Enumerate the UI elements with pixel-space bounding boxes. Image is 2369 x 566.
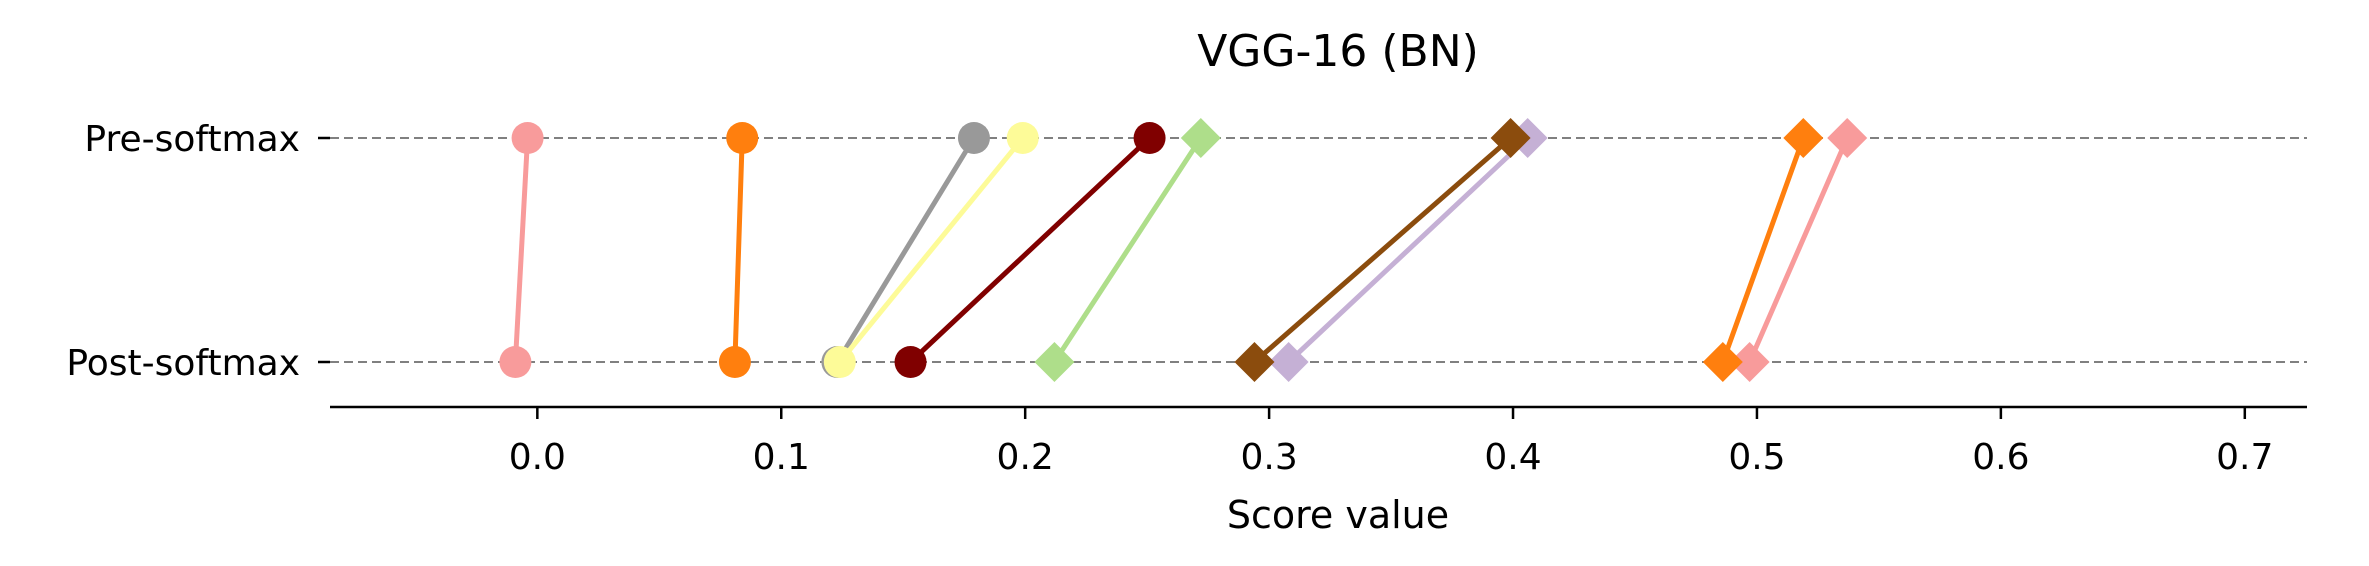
- data-point: [1268, 342, 1309, 382]
- series-line: [1251, 135, 1514, 365]
- data-point: [1133, 122, 1166, 154]
- data-point: [1006, 122, 1039, 154]
- data-point: [1234, 342, 1275, 382]
- data-point: [1490, 118, 1531, 158]
- y-tick-label: Pre-softmax: [84, 119, 300, 160]
- series-7: [1268, 118, 1548, 382]
- data-point: [718, 346, 751, 378]
- data-point: [1783, 118, 1824, 158]
- series-line: [732, 135, 745, 365]
- series-line: [1051, 135, 1204, 365]
- data-point: [1034, 342, 1075, 382]
- series-1: [499, 122, 544, 378]
- series-6: [1034, 118, 1221, 382]
- series-3: [821, 122, 990, 378]
- series-4: [823, 122, 1039, 378]
- data-point: [1827, 118, 1868, 158]
- data-point: [1729, 342, 1770, 382]
- gridlines: [330, 137, 2307, 363]
- x-tick-label: 0.3: [1240, 437, 1297, 478]
- data-point: [511, 122, 544, 154]
- x-tick-label: 0.0: [509, 437, 566, 478]
- series-9: [1729, 118, 1868, 382]
- x-tick-label: 0.1: [753, 437, 810, 478]
- series-5: [894, 122, 1166, 378]
- series-line: [512, 135, 531, 365]
- x-tick-label: 0.5: [1728, 437, 1785, 478]
- x-tick-label: 0.4: [1484, 437, 1541, 478]
- series-line: [1286, 135, 1531, 365]
- series-line: [837, 135, 1026, 365]
- data-point: [499, 346, 532, 378]
- x-tick-label: 0.2: [997, 437, 1054, 478]
- x-tick-label: 0.7: [2216, 437, 2273, 478]
- series-line: [834, 135, 977, 365]
- series-line: [1720, 135, 1806, 365]
- y-axis-ticks: Pre-softmax Post-softmax: [66, 119, 330, 384]
- data-point: [1180, 118, 1221, 158]
- x-tick-label: 0.6: [1972, 437, 2029, 478]
- y-tick-label: Post-softmax: [66, 343, 300, 384]
- series-2: [718, 122, 759, 378]
- x-axis-label: Score value: [1227, 493, 1449, 537]
- series-10: [1702, 118, 1824, 382]
- series-8: [1234, 118, 1531, 382]
- x-axis-ticks: 0.0 0.1 0.2 0.3 0.4 0.5 0.6 0.7: [509, 407, 2273, 478]
- series-group: [499, 118, 1868, 382]
- data-point: [957, 122, 990, 154]
- data-point: [1702, 342, 1743, 382]
- chart-title: VGG-16 (BN): [1197, 26, 1479, 77]
- data-point: [894, 346, 927, 378]
- data-point: [823, 346, 856, 378]
- data-point: [726, 122, 759, 154]
- series-line: [908, 135, 1153, 365]
- series-line: [1747, 135, 1850, 365]
